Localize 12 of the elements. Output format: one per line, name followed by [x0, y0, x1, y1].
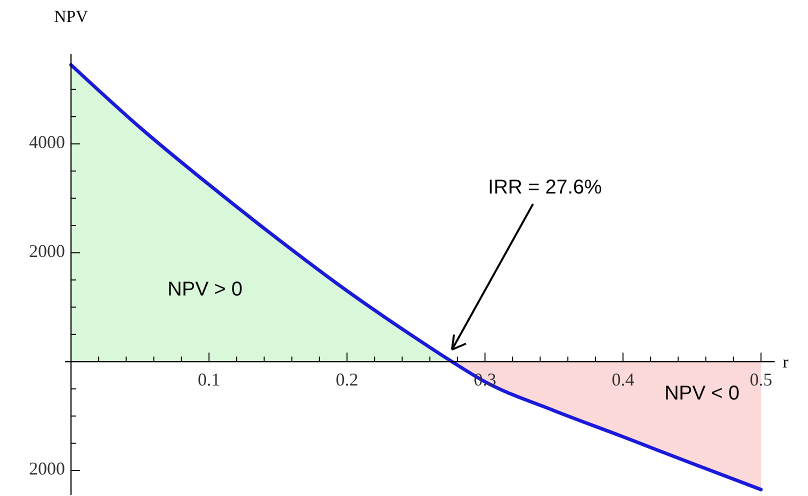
x-tick-label: 0.4: [612, 370, 634, 390]
y-axis-title: NPV: [54, 7, 89, 26]
annotation: NPV > 0: [167, 278, 243, 300]
y-tick-label: 4000: [29, 132, 65, 152]
x-axis-title: r: [782, 352, 789, 372]
y-tick-label: 2000: [29, 240, 65, 261]
x-tick-label: 0.5: [750, 370, 772, 390]
annotation: IRR = 27.6%: [488, 176, 602, 198]
x-tick-label: 0.1: [198, 370, 220, 390]
y-tick-label: 2000: [29, 458, 65, 479]
x-tick-label: 0.2: [336, 370, 358, 390]
annotation: NPV < 0: [664, 382, 740, 404]
